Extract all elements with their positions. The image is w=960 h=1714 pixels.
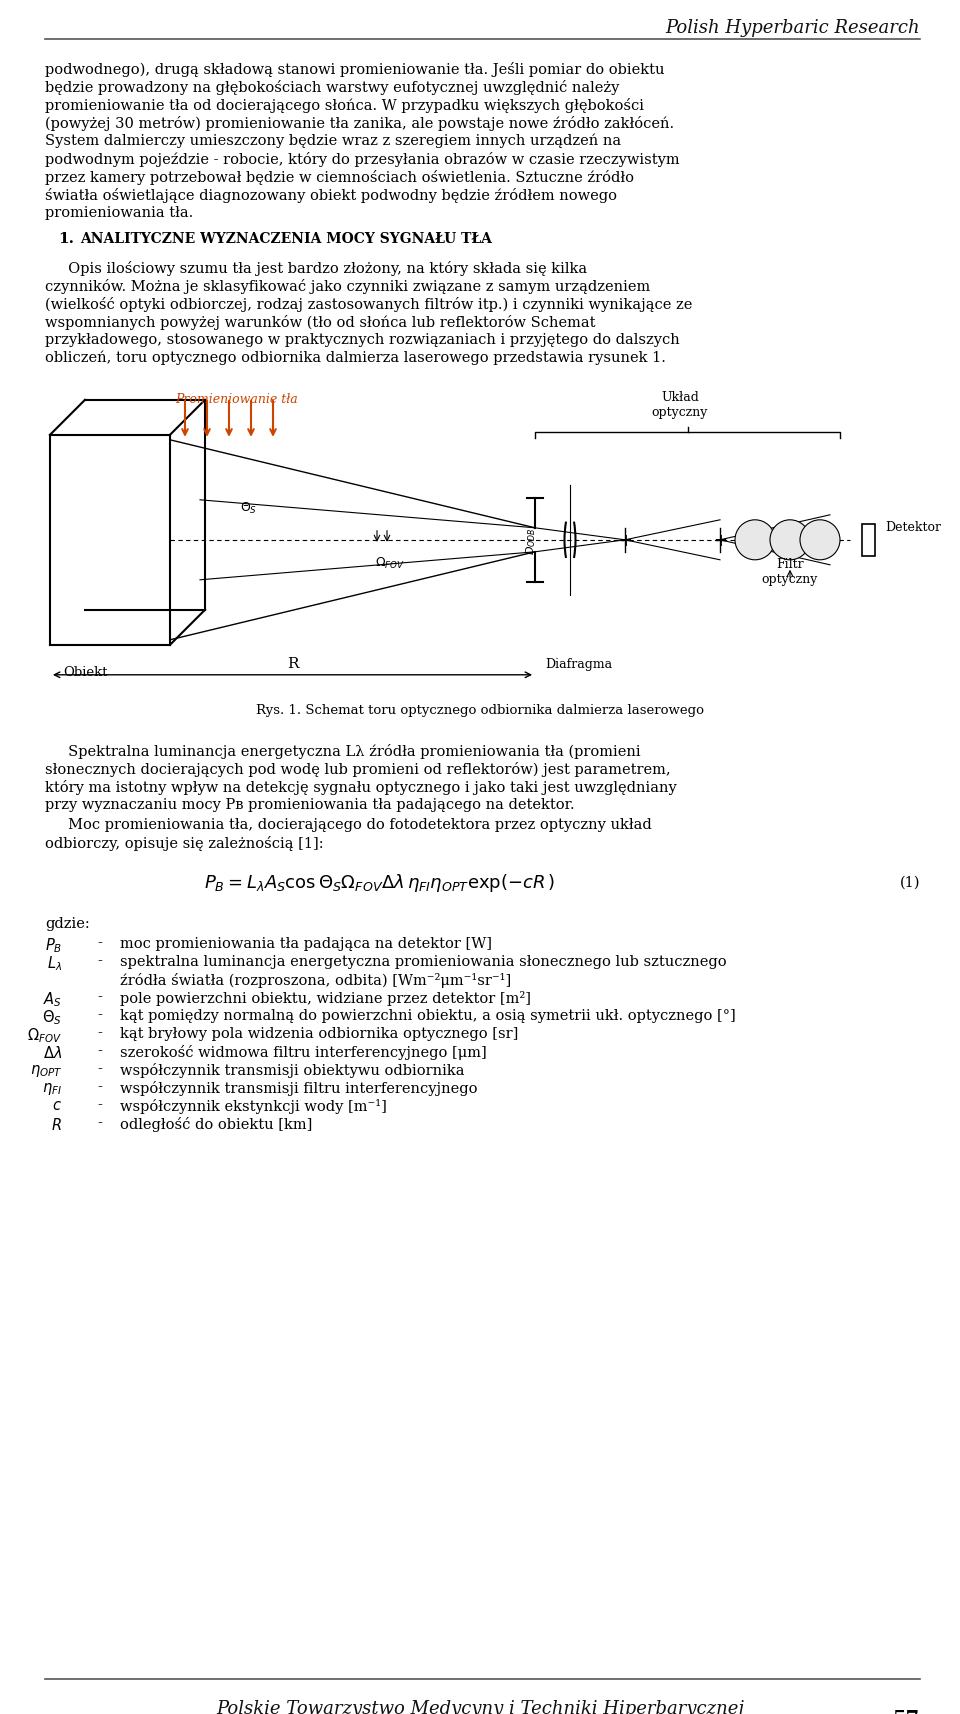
Circle shape — [735, 521, 775, 560]
Text: odległość do obiektu [km]: odległość do obiektu [km] — [120, 1116, 312, 1131]
Text: $R$: $R$ — [51, 1116, 62, 1131]
Text: Polish Hyperbaric Research: Polish Hyperbaric Research — [665, 19, 920, 38]
Text: promieniowanie tła od docierającego słońca. W przypadku większych głębokości: promieniowanie tła od docierającego słoń… — [45, 98, 644, 113]
Text: gdzie:: gdzie: — [45, 917, 89, 931]
Text: $\eta_{FI}$: $\eta_{FI}$ — [42, 1080, 62, 1095]
Text: -: - — [98, 936, 103, 950]
Text: +: + — [618, 531, 632, 550]
Text: moc promieniowania tła padająca na detektor [W]: moc promieniowania tła padająca na detek… — [120, 936, 492, 950]
Text: Filtr
optyczny: Filtr optyczny — [762, 557, 818, 586]
Text: $c$: $c$ — [52, 1099, 62, 1112]
Text: Rys. 1. Schemat toru optycznego odbiornika dalmierza laserowego: Rys. 1. Schemat toru optycznego odbiorni… — [256, 703, 704, 716]
Text: wspomnianych powyżej warunków (tło od słońca lub reflektorów Schemat: wspomnianych powyżej warunków (tło od sł… — [45, 315, 595, 329]
Text: szerokość widmowa filtru interferencyjnego [μm]: szerokość widmowa filtru interferencyjne… — [120, 1044, 487, 1059]
Text: $A_S$: $A_S$ — [43, 991, 62, 1010]
Text: -: - — [98, 1044, 103, 1058]
Text: -: - — [98, 1027, 103, 1040]
Text: -: - — [98, 1080, 103, 1094]
Text: -: - — [98, 955, 103, 968]
Text: przykładowego, stosowanego w praktycznych rozwiązaniach i przyjętego do dalszych: przykładowego, stosowanego w praktycznyc… — [45, 333, 680, 346]
Text: R: R — [287, 656, 299, 670]
Text: słonecznych docierających pod wodę lub promieni od reflektorów) jest parametrem,: słonecznych docierających pod wodę lub p… — [45, 761, 671, 776]
Text: $L_\lambda$: $L_\lambda$ — [47, 955, 62, 974]
Text: $P_B = L_\lambda A_S \cos\Theta_S \Omega_{FOV} \Delta\lambda\, \eta_{FI} \eta_{O: $P_B = L_\lambda A_S \cos\Theta_S \Omega… — [204, 871, 556, 893]
Text: -: - — [98, 991, 103, 1004]
Text: $\Theta_S$: $\Theta_S$ — [42, 1008, 62, 1027]
Text: podwodnego), drugą składową stanowi promieniowanie tła. Jeśli pomiar do obiektu: podwodnego), drugą składową stanowi prom… — [45, 62, 664, 77]
Text: $\Omega_{FOV}$: $\Omega_{FOV}$ — [27, 1027, 62, 1046]
Text: współczynnik ekstynkcji wody [m⁻¹]: współczynnik ekstynkcji wody [m⁻¹] — [120, 1099, 387, 1112]
Text: kąt bryłowy pola widzenia odbiornika optycznego [sr]: kąt bryłowy pola widzenia odbiornika opt… — [120, 1027, 518, 1040]
Text: światła oświetlające diagnozowany obiekt podwodny będzie źródłem nowego: światła oświetlające diagnozowany obiekt… — [45, 189, 617, 202]
Text: $\Delta\lambda$: $\Delta\lambda$ — [43, 1044, 62, 1059]
Text: $\Omega_{FOV}$: $\Omega_{FOV}$ — [375, 555, 405, 571]
Text: 57: 57 — [893, 1709, 920, 1714]
Text: będzie prowadzony na głębokościach warstwy eufotycznej uwzględnić należy: będzie prowadzony na głębokościach warst… — [45, 81, 619, 94]
Text: $D_{ODB}$: $D_{ODB}$ — [524, 526, 538, 554]
Polygon shape — [862, 524, 875, 557]
Circle shape — [800, 521, 840, 560]
Text: Diafragma: Diafragma — [545, 658, 612, 670]
Text: współczynnik transmisji obiektywu odbiornika: współczynnik transmisji obiektywu odbior… — [120, 1063, 465, 1076]
Text: Obiekt: Obiekt — [62, 665, 108, 679]
Text: promieniowania tła.: promieniowania tła. — [45, 206, 193, 219]
Text: $\Theta_S$: $\Theta_S$ — [240, 500, 257, 516]
Text: Układ
optyczny: Układ optyczny — [652, 391, 708, 418]
Circle shape — [770, 521, 810, 560]
Text: Opis ilościowy szumu tła jest bardzo złożony, na który składa się kilka: Opis ilościowy szumu tła jest bardzo zło… — [45, 261, 588, 276]
Text: +: + — [713, 531, 727, 550]
Text: 1.: 1. — [58, 231, 74, 245]
Text: źródła światła (rozproszona, odbita) [Wm⁻²μm⁻¹sr⁻¹]: źródła światła (rozproszona, odbita) [Wm… — [120, 972, 512, 987]
Text: System dalmierczy umieszczony będzie wraz z szeregiem innych urządzeń na: System dalmierczy umieszczony będzie wra… — [45, 134, 621, 149]
Text: (wielkość optyki odbiorczej, rodzaj zastosowanych filtrów itp.) i czynniki wynik: (wielkość optyki odbiorczej, rodzaj zast… — [45, 297, 692, 312]
Text: przy wyznaczaniu mocy Pʙ promieniowania tła padającego na detektor.: przy wyznaczaniu mocy Pʙ promieniowania … — [45, 797, 575, 811]
Text: współczynnik transmisji filtru interferencyjnego: współczynnik transmisji filtru interfere… — [120, 1080, 477, 1095]
Text: -: - — [98, 1116, 103, 1130]
Text: obliczeń, toru optycznego odbiornika dalmierza laserowego przedstawia rysunek 1.: obliczeń, toru optycznego odbiornika dal… — [45, 351, 666, 365]
Text: czynników. Można je sklasyfikować jako czynniki związane z samym urządzeniem: czynników. Można je sklasyfikować jako c… — [45, 279, 650, 293]
Text: (1): (1) — [900, 876, 920, 890]
Text: ANALITYCZNE WYZNACZENIA MOCY SYGNAŁU TŁA: ANALITYCZNE WYZNACZENIA MOCY SYGNAŁU TŁA — [80, 231, 492, 245]
Text: Detektor: Detektor — [885, 521, 941, 533]
Text: $P_B$: $P_B$ — [45, 936, 62, 955]
Text: (powyżej 30 metrów) promieniowanie tła zanika, ale powstaje nowe źródło zakłóceń: (powyżej 30 metrów) promieniowanie tła z… — [45, 117, 674, 130]
Text: podwodnym pojeździe - robocie, który do przesyłania obrazów w czasie rzeczywisty: podwodnym pojeździe - robocie, który do … — [45, 153, 680, 166]
Text: Spektralna luminancja energetyczna Lλ źródła promieniowania tła (promieni: Spektralna luminancja energetyczna Lλ źr… — [45, 744, 640, 758]
Text: Polskie Towarzystwo Medycyny i Techniki Hiperbarycznej: Polskie Towarzystwo Medycyny i Techniki … — [216, 1699, 744, 1714]
Text: odbiorczy, opisuje się zależnością [1]:: odbiorczy, opisuje się zależnością [1]: — [45, 835, 324, 850]
Text: Promieniowanie tła: Promieniowanie tła — [175, 393, 298, 406]
Text: Moc promieniowania tła, docierającego do fotodetektora przez optyczny układ: Moc promieniowania tła, docierającego do… — [45, 818, 652, 831]
Text: który ma istotny wpływ na detekcję sygnału optycznego i jako taki jest uwzględni: który ma istotny wpływ na detekcję sygna… — [45, 780, 677, 794]
Text: przez kamery potrzebował będzie w ciemnościach oświetlenia. Sztuczne źródło: przez kamery potrzebował będzie w ciemno… — [45, 170, 634, 185]
Text: kąt pomiędzy normalną do powierzchni obiektu, a osią symetrii ukł. optycznego [°: kąt pomiędzy normalną do powierzchni obi… — [120, 1008, 735, 1022]
Text: -: - — [98, 1008, 103, 1022]
Text: spektralna luminancja energetyczna promieniowania słonecznego lub sztucznego: spektralna luminancja energetyczna promi… — [120, 955, 727, 968]
Text: -: - — [98, 1063, 103, 1076]
Text: -: - — [98, 1099, 103, 1112]
Text: $\eta_{OPT}$: $\eta_{OPT}$ — [30, 1063, 62, 1078]
Text: pole powierzchni obiektu, widziane przez detektor [m²]: pole powierzchni obiektu, widziane przez… — [120, 991, 531, 1004]
